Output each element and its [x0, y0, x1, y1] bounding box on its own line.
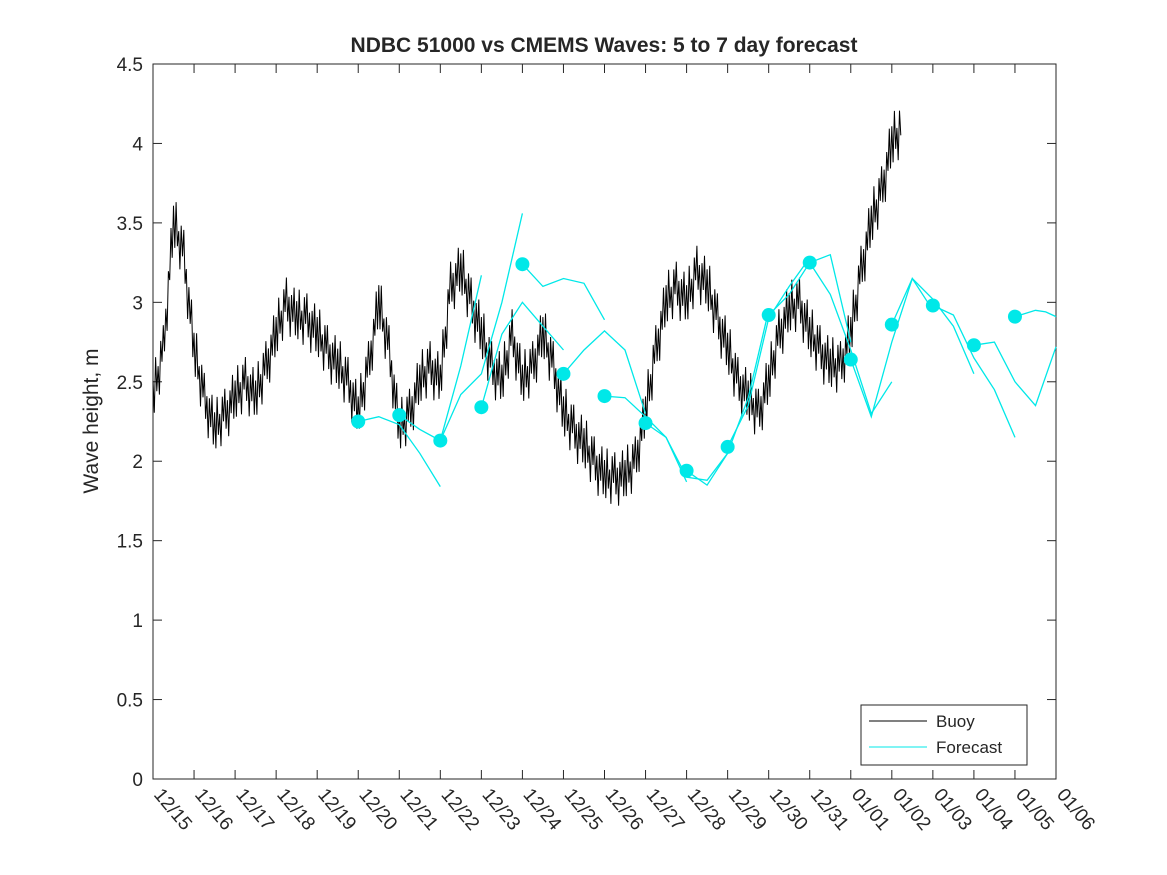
- forecast-line: [358, 416, 441, 487]
- plot-area: [152, 63, 1057, 780]
- y-tick-label: 4: [132, 134, 143, 155]
- legend-buoy-label: Buoy: [936, 712, 975, 731]
- forecast-marker: [433, 433, 448, 448]
- legend: Buoy Forecast: [860, 704, 1028, 766]
- y-tick-label: 3.5: [117, 214, 143, 235]
- forecast-line: [1014, 309, 1057, 318]
- legend-forecast-label: Forecast: [936, 738, 1002, 757]
- forecast-line: [563, 330, 647, 414]
- y-axis-label: Wave height, m: [80, 348, 103, 493]
- y-tick-label: 2.5: [117, 373, 143, 394]
- forecast-marker: [556, 366, 571, 381]
- y-tick-label: 0.5: [117, 691, 143, 712]
- y-tick-label: 3: [132, 293, 143, 314]
- forecast-marker: [392, 408, 407, 423]
- forecast-marker: [802, 255, 817, 270]
- forecast-marker: [843, 352, 858, 367]
- forecast-marker: [474, 400, 489, 415]
- y-tick-label: 0: [132, 770, 143, 791]
- forecast-marker: [720, 439, 735, 454]
- legend-box: [860, 704, 1028, 766]
- buoy-line: [152, 110, 902, 506]
- forecast-marker: [638, 416, 653, 431]
- y-tick-label: 1.5: [117, 532, 143, 553]
- forecast-marker: [925, 298, 940, 313]
- forecast-line: [850, 276, 934, 419]
- forecast-marker: [515, 257, 530, 272]
- forecast-markers: [351, 255, 1022, 478]
- y-tick-label: 4.5: [117, 55, 143, 76]
- forecast-line: [521, 263, 606, 321]
- forecast-marker: [1007, 309, 1022, 324]
- forecast-marker: [351, 414, 366, 429]
- forecast-marker: [966, 338, 981, 353]
- forecast-line: [809, 262, 893, 416]
- forecast-line: [480, 301, 564, 408]
- buoy-series: [152, 110, 902, 506]
- y-tick-label: 2: [132, 452, 143, 473]
- forecast-line: [932, 304, 1016, 438]
- y-tick-label: 1: [132, 611, 143, 632]
- forecast-marker: [761, 308, 776, 323]
- forecast-marker: [884, 317, 899, 332]
- forecast-line: [439, 213, 524, 441]
- forecast-marker: [679, 463, 694, 478]
- chart-title: NDBC 51000 vs CMEMS Waves: 5 to 7 day fo…: [351, 34, 858, 57]
- forecast-line: [973, 341, 1057, 407]
- forecast-marker: [597, 389, 612, 404]
